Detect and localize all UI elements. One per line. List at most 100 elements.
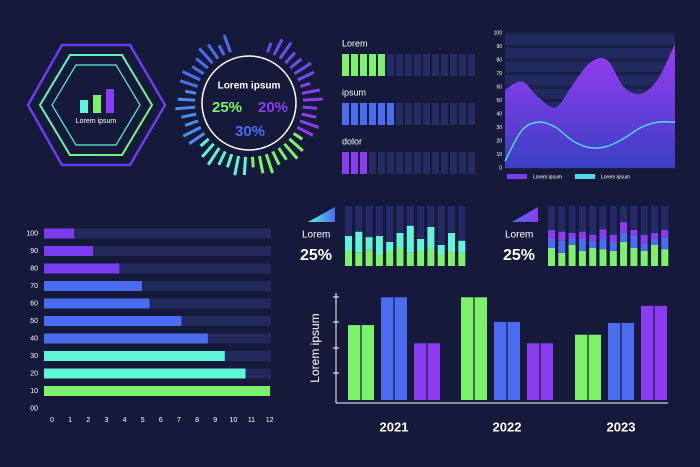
bar-segment [568,245,576,266]
progress-segment [468,54,475,76]
progress-segment-filled [342,152,349,174]
column-track [365,206,373,266]
y-tick-label: 60 [30,300,38,307]
bar-segment [609,242,617,251]
bar [80,100,88,113]
y-tick-label: 50 [496,98,502,104]
x-tick-label: 12 [266,417,274,424]
progress-segment [405,152,412,174]
progress-segment [396,103,403,125]
progress-segment [459,103,466,125]
bar [93,95,101,113]
bar-segment [558,231,566,241]
bar [44,298,150,309]
x-tick-label: 4 [123,417,127,424]
origin-label: 00 [30,405,38,412]
bar-track [44,228,271,239]
progress-segment [441,54,448,76]
progress-segment-filled [378,103,385,125]
gauge-spike [301,88,321,95]
bar [44,333,208,344]
y-tick-label: 0 [499,165,502,171]
gauge-spike [177,97,196,102]
x-tick-label: 2 [86,417,90,424]
progress-segment [414,152,421,174]
gauge-spike [288,137,304,152]
bar-segment [548,230,555,239]
progress-segment [450,54,457,76]
y-tick-label: 100 [494,30,503,36]
column-track [437,206,445,266]
gauge-spike [272,38,284,56]
bar [106,89,114,113]
gauge-spike [198,47,214,65]
gauge-spike [302,105,318,110]
gauge-spike [299,81,311,88]
grid-band [505,48,675,59]
bar-segment [599,229,607,239]
y-tick-label: 100 [26,230,38,237]
x-tick-label: 2021 [380,419,409,434]
bar-segment [427,248,435,266]
progress-segment-filled [342,54,349,76]
gauge-title: Lorem ipsum [218,81,281,92]
column-track [458,206,466,266]
progress-segment-filled [369,103,376,125]
progress-segment [441,152,448,174]
x-tick-label: 1 [68,417,72,424]
progress-segment [423,103,430,125]
bar-segment [345,251,352,266]
gauge-spike [222,34,232,53]
bar-segment [558,252,566,266]
bar-segment [448,251,455,266]
grid-band [505,34,675,45]
y-tick-label: 50 [30,318,38,325]
column-track [417,206,425,266]
bar-segment [589,248,597,266]
bar [44,351,225,361]
column-track [386,206,394,266]
bar-segment [568,233,576,239]
progress-segment [450,152,457,174]
bar [44,263,120,274]
progress-segment-filled [351,54,358,76]
progress-segment [414,103,421,125]
bar-segment [630,236,638,248]
hex-outer [26,43,167,167]
y-tick-label: 10 [496,152,502,158]
x-tick-label: 6 [159,417,163,424]
x-tick-label: 9 [213,417,217,424]
x-tick-label: 8 [195,417,199,424]
bar-segment [437,254,445,266]
widget-label: Lorem ipsum [76,118,117,125]
gauge-spike [293,61,312,76]
gauge-spike [184,89,197,95]
progress-label: ipsum [342,87,366,97]
y-tick-label: 30 [496,125,502,131]
bar-segment [630,230,638,236]
bar-track [44,298,271,309]
progress-segment [378,152,385,174]
progress-segment-filled [387,103,394,125]
progress-segment [423,54,430,76]
y-tick-label: 80 [496,57,502,63]
y-tick-label: 80 [30,265,38,272]
y-tick-label: 90 [496,44,502,50]
bar-segment [620,222,628,233]
gauge-spike [181,70,201,82]
y-tick-label: 20 [496,138,502,144]
legend-label: Lorem ipsum [601,174,630,180]
bar-segment [578,251,586,266]
progress-segment [414,54,421,76]
bar-segment [661,230,669,238]
y-tick-label: 40 [30,335,38,342]
progress-segment-filled [360,103,367,125]
bar-segment [345,236,352,251]
area [505,43,675,168]
gauge-spike [292,132,304,141]
gauge-spike [191,65,205,76]
x-tick-label: 2023 [607,419,636,434]
progress-label: dolor [342,136,362,146]
gauge-spike [188,132,206,145]
